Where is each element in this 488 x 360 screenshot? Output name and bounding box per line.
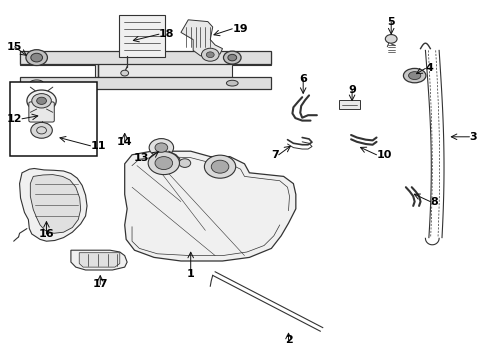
Text: 14: 14 xyxy=(117,137,132,147)
Text: 9: 9 xyxy=(347,85,355,95)
Text: 17: 17 xyxy=(92,279,108,289)
Text: 18: 18 xyxy=(159,29,174,39)
Circle shape xyxy=(31,122,52,138)
Circle shape xyxy=(121,70,128,76)
Circle shape xyxy=(27,90,56,112)
Text: 13: 13 xyxy=(134,153,149,163)
FancyBboxPatch shape xyxy=(119,15,164,57)
Circle shape xyxy=(179,159,190,167)
Text: 5: 5 xyxy=(386,17,394,27)
Polygon shape xyxy=(20,51,271,89)
Text: 15: 15 xyxy=(7,42,22,52)
Ellipse shape xyxy=(403,68,425,83)
Circle shape xyxy=(227,54,236,61)
Circle shape xyxy=(26,50,47,66)
Polygon shape xyxy=(20,168,87,241)
Text: 6: 6 xyxy=(299,74,306,84)
Circle shape xyxy=(206,52,214,58)
Circle shape xyxy=(148,152,179,175)
Polygon shape xyxy=(71,250,127,270)
Text: 4: 4 xyxy=(425,63,432,73)
Polygon shape xyxy=(20,52,271,77)
Circle shape xyxy=(32,94,51,108)
Circle shape xyxy=(385,35,396,43)
Polygon shape xyxy=(181,20,222,56)
Circle shape xyxy=(223,51,241,64)
Text: 12: 12 xyxy=(6,114,22,124)
FancyBboxPatch shape xyxy=(10,82,97,156)
Text: 2: 2 xyxy=(284,335,292,345)
FancyBboxPatch shape xyxy=(338,100,360,109)
Text: 19: 19 xyxy=(232,24,247,34)
Ellipse shape xyxy=(226,80,238,86)
Circle shape xyxy=(211,160,228,173)
Circle shape xyxy=(37,97,46,104)
FancyBboxPatch shape xyxy=(29,102,54,122)
Circle shape xyxy=(155,143,167,152)
Text: 7: 7 xyxy=(270,150,278,160)
Circle shape xyxy=(204,155,235,178)
Text: 11: 11 xyxy=(90,141,106,151)
Polygon shape xyxy=(30,175,81,233)
Text: 10: 10 xyxy=(376,150,391,160)
Text: 8: 8 xyxy=(429,197,437,207)
Text: 3: 3 xyxy=(468,132,476,142)
Circle shape xyxy=(155,157,172,170)
Ellipse shape xyxy=(30,80,43,86)
Polygon shape xyxy=(79,253,120,267)
Circle shape xyxy=(201,48,219,61)
Text: 1: 1 xyxy=(186,269,194,279)
Polygon shape xyxy=(124,151,295,261)
Ellipse shape xyxy=(407,72,420,80)
Circle shape xyxy=(31,53,42,62)
Text: 16: 16 xyxy=(39,229,54,239)
Circle shape xyxy=(149,139,173,157)
